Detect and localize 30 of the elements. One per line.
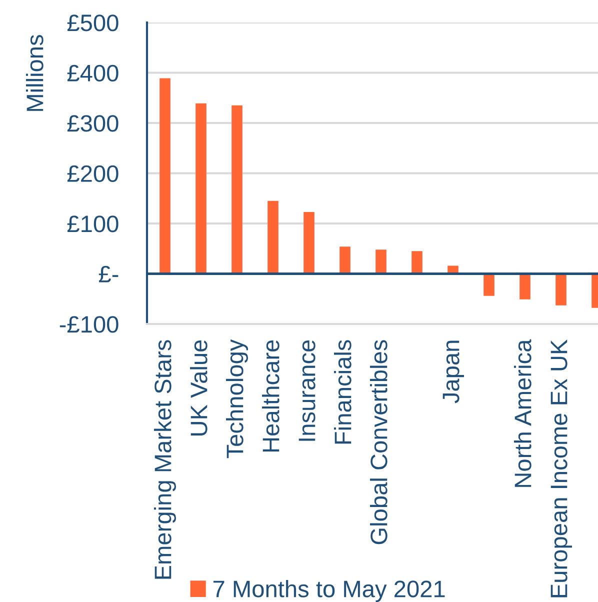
x-tick-label: Healthcare — [262, 340, 280, 452]
x-tick-label: Emerging Market Stars — [154, 340, 176, 579]
y-tick-label: -£100 — [60, 316, 118, 333]
x-tick-label: North America — [514, 339, 532, 487]
x-tick-label: Global Convertibles — [370, 340, 388, 544]
bar — [196, 103, 206, 274]
bar — [268, 200, 278, 274]
bar — [376, 250, 386, 274]
y-tick-label: £- — [98, 266, 118, 282]
bar — [160, 78, 170, 274]
bar — [556, 274, 566, 306]
x-tick-label: Financials — [334, 340, 352, 444]
legend-label: 7 Months to May 2021 — [213, 580, 445, 602]
y-tick-label: £500 — [67, 14, 118, 32]
bar — [520, 274, 530, 300]
y-tick-label: £300 — [67, 115, 118, 132]
bar — [340, 246, 350, 274]
bar — [412, 251, 422, 274]
bar — [232, 105, 242, 274]
x-tick-label: Insurance — [298, 340, 316, 441]
bar — [484, 274, 494, 296]
x-tick-label: Japan — [442, 340, 464, 404]
y-tick-label: £100 — [67, 216, 118, 232]
bar — [304, 212, 314, 274]
y-axis-title: Millions — [26, 34, 44, 111]
y-tick-label: £400 — [67, 64, 118, 82]
y-tick-label: £200 — [67, 165, 118, 182]
x-tick-label: Technology — [226, 339, 248, 458]
x-tick-label: UK Value — [190, 340, 208, 436]
x-tick-label: European Income Ex UK — [550, 340, 572, 598]
